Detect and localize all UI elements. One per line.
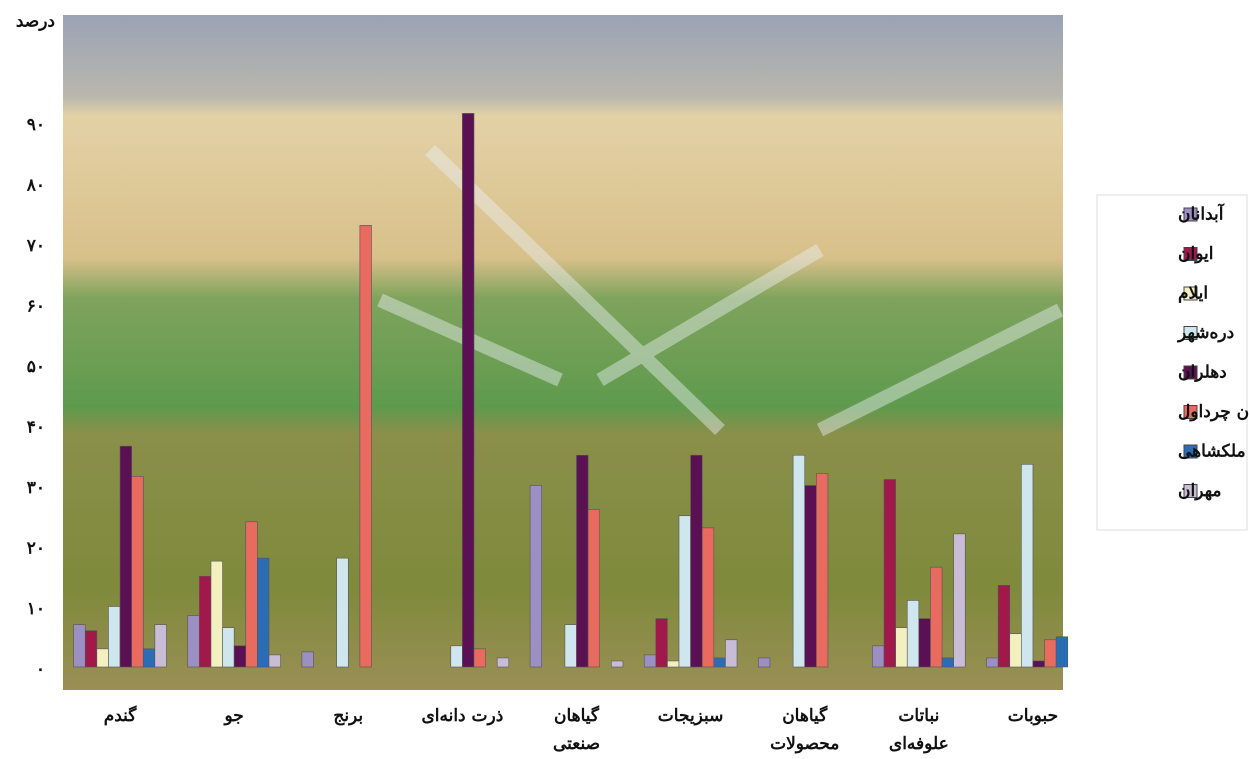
- bar: [245, 521, 258, 668]
- x-tick-label: ذرت دانه‌ای: [421, 706, 504, 726]
- legend-swatch: [1183, 484, 1198, 498]
- bar: [301, 651, 314, 668]
- bar: [119, 445, 132, 668]
- bar: [655, 618, 668, 668]
- y-tick-label: ۴۰: [27, 418, 45, 438]
- bar: [701, 527, 715, 668]
- y-tick-label: ۱۰: [27, 599, 45, 619]
- bar: [1021, 464, 1034, 668]
- bar: [816, 473, 829, 668]
- y-tick-label: ۹۰: [27, 115, 45, 135]
- y-tick-label: ۸۰: [26, 176, 45, 196]
- bar: [997, 585, 1011, 668]
- bar: [895, 627, 908, 668]
- bar: [792, 454, 806, 668]
- bar: [84, 630, 98, 668]
- bar: [268, 654, 281, 668]
- y-tick-label: ٠: [36, 660, 45, 680]
- legend-label: ایوان: [1178, 244, 1213, 264]
- bar: [610, 660, 624, 668]
- bar: [930, 566, 943, 668]
- legend-box: [1096, 194, 1248, 531]
- bar: [496, 657, 510, 668]
- y-tick-label: ۳۰: [27, 478, 45, 498]
- bar: [108, 606, 121, 668]
- x-tick-label: برنج: [333, 706, 364, 726]
- legend-swatch: [1183, 365, 1198, 380]
- legend-swatch: [1183, 247, 1198, 261]
- x-tick-label: گیاهان صنعتی: [552, 706, 601, 754]
- bar: [257, 557, 270, 668]
- x-tick-label: سبزیجات: [657, 706, 724, 726]
- y-tick-label: ۲۰: [27, 539, 45, 559]
- bar: [199, 575, 212, 668]
- bar: [678, 515, 691, 668]
- legend-swatch: [1183, 207, 1198, 222]
- legend-label: مهران: [1178, 481, 1222, 501]
- bar: [96, 648, 109, 668]
- bar: [473, 648, 486, 668]
- bar: [222, 627, 235, 668]
- bar: [986, 657, 999, 668]
- x-tick-label: گیاهان محصولات: [770, 706, 840, 754]
- bar: [131, 476, 144, 668]
- x-tick-label: گندم: [103, 706, 137, 726]
- y-tick-label: ۶۰: [27, 297, 45, 317]
- bar: [906, 600, 920, 668]
- bar: [564, 624, 577, 668]
- bar: [233, 645, 247, 668]
- background-photo: [63, 15, 1063, 690]
- bar: [1055, 636, 1069, 668]
- bar: [953, 533, 966, 668]
- bar: [336, 557, 349, 668]
- bar: [450, 645, 463, 668]
- x-tick-label: نباتات علوفه‌ای: [888, 706, 949, 754]
- y-tick-label: ۷۰: [26, 236, 45, 256]
- legend-label: ایلام: [1178, 284, 1208, 304]
- x-tick-label: جو: [224, 706, 244, 726]
- legend-swatch: [1183, 444, 1198, 459]
- bar: [359, 225, 372, 668]
- legend-swatch: [1183, 286, 1198, 301]
- bar: [576, 454, 589, 668]
- x-tick-label: حبوبات: [1007, 706, 1059, 726]
- bar: [587, 509, 600, 668]
- bar: [210, 560, 223, 668]
- legend-label: آبدانان: [1178, 203, 1225, 225]
- bar: [883, 479, 896, 668]
- bar: [758, 657, 771, 668]
- bar: [154, 624, 167, 668]
- bar: [804, 485, 817, 668]
- bar: [1009, 633, 1022, 668]
- bar: [918, 618, 931, 668]
- axis-title: درصد: [16, 12, 55, 32]
- bar: [690, 454, 703, 668]
- y-tick-label: ۵۰: [27, 357, 45, 377]
- bar: [872, 645, 885, 668]
- bar: [187, 615, 200, 668]
- legend-swatch: [1183, 326, 1198, 340]
- bar: [941, 657, 954, 668]
- bar: [667, 660, 680, 668]
- bar: [462, 113, 475, 668]
- bar: [73, 624, 86, 668]
- legend-label: دره‌شهر: [1176, 323, 1234, 343]
- bar: [1044, 639, 1057, 668]
- sprinkler-spray: [377, 144, 1064, 437]
- bar: [643, 654, 657, 668]
- legend-label: ملکشاهی: [1178, 442, 1246, 462]
- legend-label: دهلران: [1178, 363, 1227, 383]
- bar: [1032, 660, 1045, 668]
- bar: [529, 485, 542, 668]
- legend-swatch: [1183, 405, 1198, 419]
- legend-label: شیروان چرداول: [1178, 402, 1249, 422]
- bar: [142, 648, 156, 668]
- bar: [713, 657, 726, 668]
- bar: [725, 639, 738, 668]
